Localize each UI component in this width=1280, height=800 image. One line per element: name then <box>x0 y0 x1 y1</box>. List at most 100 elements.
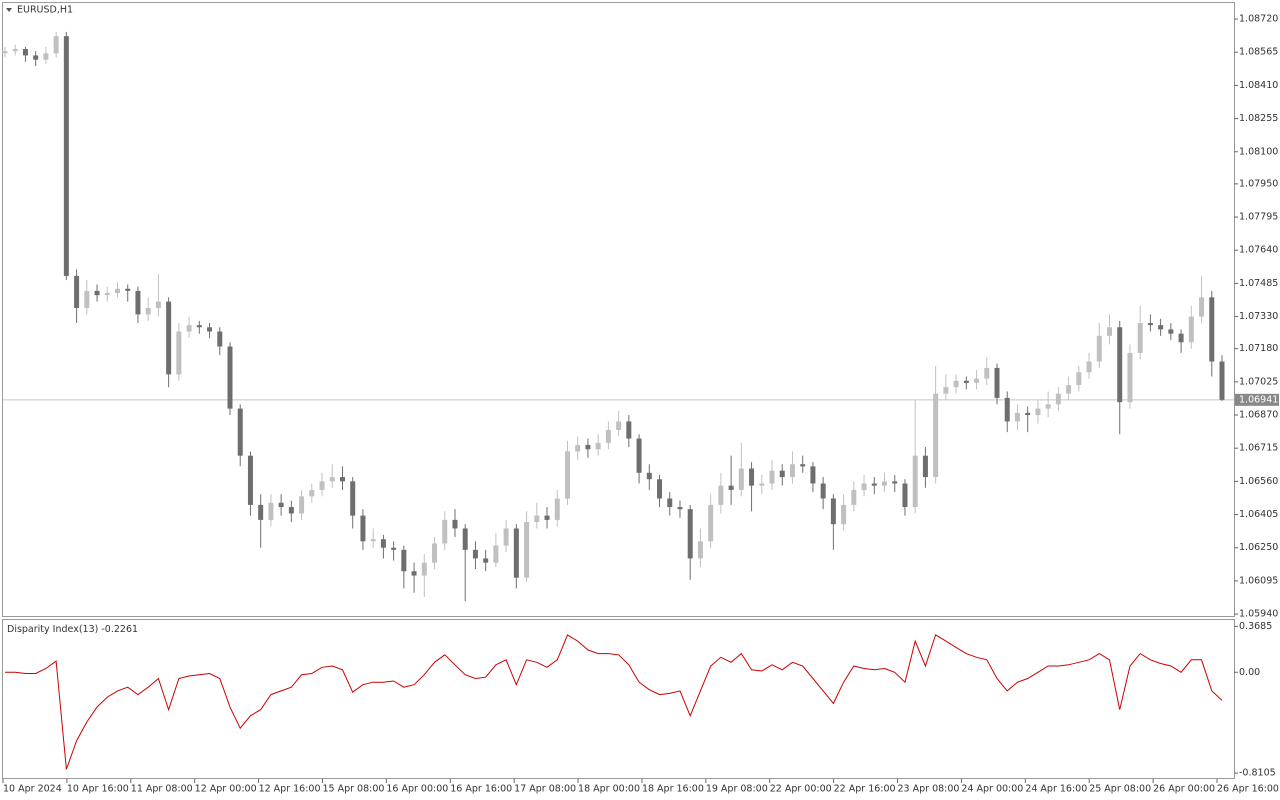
candle-body <box>1209 297 1215 362</box>
candle-body <box>1035 408 1041 416</box>
candle-body <box>1127 352 1133 403</box>
candle-body <box>1199 297 1205 317</box>
candle-body <box>544 515 550 520</box>
candle-body <box>380 539 386 548</box>
candle-body <box>493 545 499 563</box>
candle-body <box>462 528 468 550</box>
candle-body <box>759 483 765 486</box>
candle-body <box>667 498 673 508</box>
candle-body <box>104 293 110 296</box>
x-tick-label: 10 Apr 2024 <box>3 784 62 795</box>
y-tick-label: 1.08100 <box>1239 146 1278 157</box>
last-price-label: 1.06941 <box>1239 394 1278 405</box>
candle-body <box>1178 333 1184 343</box>
candle-body <box>585 444 591 450</box>
y-tick-label: 1.08255 <box>1239 113 1278 124</box>
candle-body <box>1096 335 1102 362</box>
candle-body <box>421 562 427 576</box>
y-tick-label: 1.08720 <box>1239 14 1278 25</box>
candle-body <box>145 308 151 315</box>
candle-body <box>1147 322 1153 326</box>
candle-body <box>1076 372 1082 386</box>
x-tick-label: 18 Apr 00:00 <box>578 784 640 795</box>
candle-body <box>411 571 417 576</box>
candle-body <box>1137 322 1143 353</box>
y-tick-label: 1.06250 <box>1239 542 1278 553</box>
x-tick-label: 22 Apr 00:00 <box>770 784 832 795</box>
candle-body <box>360 515 366 542</box>
candle-body <box>483 558 489 563</box>
x-tick-label: 24 Apr 00:00 <box>961 784 1023 795</box>
candle-body <box>268 502 274 520</box>
candle-body <box>871 483 877 486</box>
candle-body <box>963 380 969 383</box>
candle-body <box>166 301 172 375</box>
y-tick-label: 1.07025 <box>1239 376 1278 387</box>
candle-body <box>350 481 356 516</box>
candle-body <box>1219 361 1225 400</box>
x-tick-label: 12 Apr 00:00 <box>195 784 257 795</box>
y-tick-label: -0.8105 <box>1239 768 1276 779</box>
indicator-name: Disparity Index(13) <box>7 624 98 635</box>
candle-body <box>595 442 601 450</box>
x-tick-label: 12 Apr 16:00 <box>259 784 321 795</box>
collapse-arrow[interactable] <box>6 8 12 12</box>
x-tick-label: 24 Apr 16:00 <box>1025 784 1087 795</box>
x-tick-label: 17 Apr 08:00 <box>514 784 576 795</box>
x-tick-label: 26 Apr 16:00 <box>1217 784 1279 795</box>
x-tick-label: 25 Apr 08:00 <box>1089 784 1151 795</box>
candle-body <box>810 466 816 484</box>
candle-body <box>605 430 611 443</box>
candle-body <box>820 483 826 499</box>
candle-body <box>1004 397 1010 422</box>
candle-body <box>554 498 560 520</box>
candle-body <box>646 472 652 480</box>
candle-body <box>309 489 315 497</box>
candle-body <box>984 367 990 379</box>
candle-body <box>687 509 693 559</box>
candle-body <box>677 507 683 510</box>
candle-body <box>851 489 857 505</box>
candle-body <box>2 51 8 54</box>
y-tick-label: 1.07795 <box>1239 212 1278 223</box>
candle-body <box>636 438 642 473</box>
candle-body <box>155 301 161 309</box>
candle-body <box>524 522 530 578</box>
x-tick-label: 23 Apr 08:00 <box>898 784 960 795</box>
symbol-title: EURUSD,H1 <box>17 5 73 16</box>
candle-body <box>626 421 632 439</box>
candle-body <box>176 331 182 375</box>
indicator-title: Disparity Index(13) -0.2261 <box>7 624 138 635</box>
candle-body <box>912 455 918 508</box>
candle-body <box>196 325 202 328</box>
x-tick-label: 16 Apr 00:00 <box>386 784 448 795</box>
candle-body <box>370 539 376 542</box>
candle-body <box>769 470 775 484</box>
indicator-pane <box>2 619 1235 779</box>
candle-body <box>53 36 59 54</box>
candle-body <box>1086 361 1092 373</box>
candle-body <box>299 496 305 514</box>
candle-body <box>278 502 284 508</box>
candle-body <box>1055 393 1061 405</box>
candle-body <box>288 507 294 514</box>
x-tick-label: 19 Apr 08:00 <box>706 784 768 795</box>
y-tick-label: 1.06095 <box>1239 575 1278 586</box>
candle-body <box>258 504 264 520</box>
candle-body <box>1158 325 1164 330</box>
candle-body <box>442 519 448 544</box>
candle-body <box>800 464 806 467</box>
candle-body <box>217 331 223 347</box>
candle-body <box>1188 316 1194 343</box>
candle-body <box>697 541 703 559</box>
candle-body <box>974 378 980 383</box>
candle-body <box>882 481 888 486</box>
indicator-value: -0.2261 <box>101 624 138 635</box>
candle-body <box>114 288 120 294</box>
candle-body <box>738 468 744 490</box>
candle-body <box>33 55 39 60</box>
last-price-tag <box>1235 393 1279 406</box>
candle-body <box>227 346 233 409</box>
candle-body <box>902 483 908 508</box>
candle-body <box>401 549 407 572</box>
